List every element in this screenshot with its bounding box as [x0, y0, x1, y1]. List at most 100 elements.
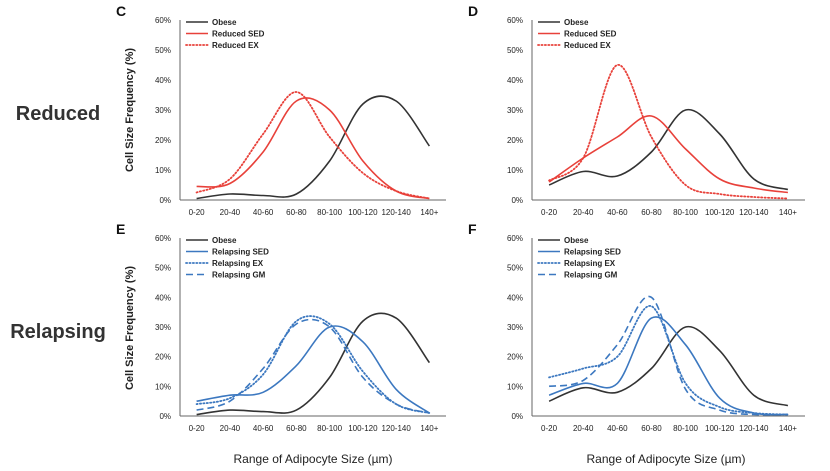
series-line-relapsing-gm — [548, 295, 788, 416]
panel-c: C 0% 10% 20% 30% 40% 50% 60% 0-20 20-40 40-60 60-80… — [116, 3, 446, 217]
x-tick-label: 100-120 — [705, 208, 735, 217]
x-axis-label-right: Range of Adipocyte Size (µm) — [587, 452, 746, 466]
y-tick-label: 40% — [507, 76, 523, 85]
series-line-reduced-ex — [548, 64, 789, 200]
x-tick-label: 120-140 — [739, 208, 769, 217]
row-label-relapsing: Relapsing — [10, 321, 106, 343]
x-tick-label: 140+ — [779, 208, 797, 217]
x-tick-label: 100-120 — [348, 208, 378, 217]
x-tick-label: 40-60 — [253, 424, 274, 433]
y-tick-label: 0% — [159, 196, 171, 205]
series-line-reduced-sed — [548, 115, 788, 194]
panel-letter-c: C — [116, 3, 126, 19]
x-tick-label: 80-100 — [673, 208, 698, 217]
y-tick-label: 20% — [155, 136, 171, 145]
series-line-relapsing-ex — [548, 305, 789, 416]
y-tick-label: 60% — [155, 234, 171, 243]
x-tick-label: 20-40 — [573, 424, 594, 433]
series-line-reduced-sed — [196, 97, 430, 200]
x-tick-label: 60-80 — [286, 424, 307, 433]
y-tick-label: 0% — [511, 412, 523, 421]
y-tick-label: 0% — [159, 412, 171, 421]
x-tick-label: 120-140 — [739, 424, 769, 433]
panel-letter-d: D — [468, 3, 478, 19]
x-tick-label: 80-100 — [317, 208, 342, 217]
legend-label: Reduced EX — [212, 41, 259, 50]
legend-label: Reduced EX — [564, 41, 611, 50]
series-line-relapsing-ex — [195, 315, 431, 414]
y-tick-label: 50% — [507, 264, 523, 273]
legend-label: Obese — [212, 18, 237, 27]
x-tick-label: 20-40 — [220, 424, 241, 433]
series-line-obese — [196, 312, 431, 416]
y-tick-label: 40% — [507, 293, 523, 302]
legend-label: Obese — [564, 236, 589, 245]
legend-label: Relapsing SED — [212, 248, 269, 257]
y-tick-label: 30% — [155, 323, 171, 332]
panel-e: E 0% 10% 20% 30% 40% 50% 60% 0-20 20-40 40-60 60-80… — [116, 221, 446, 433]
y-tick-label: 10% — [507, 166, 523, 175]
x-tick-label: 40-60 — [607, 424, 628, 433]
x-tick-label: 0-20 — [189, 208, 206, 217]
legend-label: Reduced SED — [564, 30, 617, 39]
y-tick-label: 10% — [507, 382, 523, 391]
y-tick-label: 30% — [507, 106, 523, 115]
y-axis-label-bottom: Cell Size Frequency (%) — [124, 266, 136, 390]
x-tick-label: 100-120 — [705, 424, 735, 433]
x-tick-label: 120-140 — [381, 424, 411, 433]
panel-letter-e: E — [116, 221, 125, 237]
x-tick-label: 0-20 — [541, 424, 558, 433]
panel-letter-f: F — [468, 221, 477, 237]
legend-label: Relapsing EX — [212, 259, 264, 268]
x-tick-label: 40-60 — [607, 208, 628, 217]
y-tick-label: 0% — [511, 196, 523, 205]
y-tick-label: 40% — [155, 76, 171, 85]
y-tick-label: 20% — [507, 136, 523, 145]
series-line-relapsing-gm — [196, 318, 430, 414]
y-tick-label: 30% — [507, 323, 523, 332]
x-tick-label: 20-40 — [220, 208, 241, 217]
x-tick-label: 100-120 — [348, 424, 378, 433]
legend-label: Relapsing SED — [564, 248, 621, 257]
y-axis-label-top: Cell Size Frequency (%) — [124, 48, 136, 172]
panel-d: D 0% 10% 20% 30% 40% 50% 60% 0-20 20-40 40-60 60-80… — [468, 3, 805, 217]
y-tick-label: 10% — [155, 382, 171, 391]
x-tick-label: 60-80 — [286, 208, 307, 217]
series-line-relapsing-sed — [196, 325, 430, 414]
x-tick-label: 140+ — [420, 424, 438, 433]
y-tick-label: 50% — [507, 46, 523, 55]
y-tick-label: 60% — [507, 16, 523, 25]
legend-label: Reduced SED — [212, 30, 265, 39]
series-line-obese — [548, 325, 789, 407]
x-tick-label: 0-20 — [189, 424, 206, 433]
series-line-obese — [548, 108, 789, 191]
x-tick-label: 60-80 — [641, 424, 662, 433]
series-line-obese — [196, 95, 431, 200]
x-tick-label: 40-60 — [253, 208, 274, 217]
row-label-reduced: Reduced — [16, 103, 100, 125]
y-tick-label: 30% — [155, 106, 171, 115]
x-tick-label: 120-140 — [381, 208, 411, 217]
x-tick-label: 60-80 — [641, 208, 662, 217]
y-tick-label: 50% — [155, 264, 171, 273]
x-tick-label: 80-100 — [673, 424, 698, 433]
legend-label: Relapsing GM — [212, 271, 266, 280]
x-tick-label: 80-100 — [317, 424, 342, 433]
y-tick-label: 10% — [155, 166, 171, 175]
x-axis-label-left: Range of Adipocyte Size (µm) — [234, 452, 393, 466]
legend-label: Relapsing EX — [564, 259, 616, 268]
legend-label: Obese — [564, 18, 589, 27]
y-tick-label: 50% — [155, 46, 171, 55]
y-tick-label: 60% — [507, 234, 523, 243]
series-line-relapsing-sed — [548, 316, 788, 416]
x-tick-label: 20-40 — [573, 208, 594, 217]
legend-label: Obese — [212, 236, 237, 245]
y-tick-label: 20% — [155, 353, 171, 362]
y-tick-label: 40% — [155, 293, 171, 302]
y-tick-label: 20% — [507, 353, 523, 362]
x-tick-label: 140+ — [779, 424, 797, 433]
series-line-reduced-ex — [195, 91, 431, 200]
x-tick-label: 0-20 — [541, 208, 558, 217]
panel-f: F 0% 10% 20% 30% 40% 50% 60% 0-20 20-40 40-60 60-80… — [468, 221, 805, 433]
